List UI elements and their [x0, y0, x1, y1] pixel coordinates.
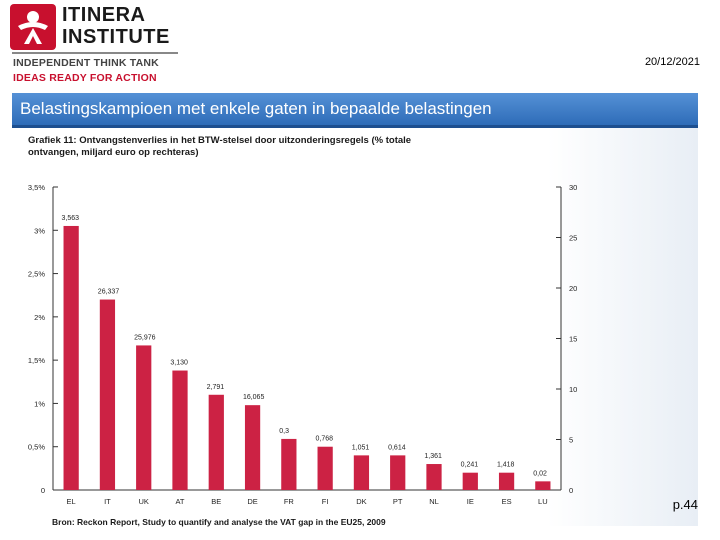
- x-tick-label: LU: [538, 497, 548, 506]
- bar-data-label: 1,361: [424, 453, 442, 460]
- y-tick-label: 3,5%: [28, 183, 45, 192]
- x-tick-label: IT: [104, 497, 111, 506]
- y2-tick-label: 25: [569, 234, 577, 243]
- x-tick-label: FI: [322, 497, 329, 506]
- logo-emblem-icon: [10, 4, 56, 50]
- y2-tick-label: 15: [569, 335, 577, 344]
- bar: [498, 472, 515, 490]
- bar: [353, 455, 370, 490]
- y2-tick-label: 0: [569, 486, 573, 495]
- bar-data-label: 26,337: [98, 289, 120, 296]
- x-tick-label: EL: [67, 497, 76, 506]
- bar: [535, 481, 551, 490]
- bar-data-label: 25,976: [134, 334, 156, 341]
- logo-slogan: IDEAS READY FOR ACTION: [13, 72, 157, 84]
- bar: [462, 472, 478, 490]
- y2-tick-label: 30: [569, 183, 577, 192]
- x-tick-label: PT: [393, 497, 403, 506]
- y2-tick-label: 5: [569, 436, 573, 445]
- bar-data-label: 16,065: [243, 394, 265, 401]
- logo-tagline: INDEPENDENT THINK TANK: [13, 57, 159, 69]
- logo-wordmark-line1: ITINERA: [62, 4, 146, 26]
- logo-wordmark-line2: INSTITUTE: [62, 26, 170, 48]
- x-tick-label: FR: [284, 497, 295, 506]
- bar-data-label: 1,418: [497, 462, 515, 469]
- slide-title: Belastingskampioen met enkele gaten in b…: [20, 99, 492, 118]
- y-tick-label: 0: [41, 486, 45, 495]
- bar-data-label: 0,3: [279, 428, 289, 435]
- x-tick-label: IE: [467, 497, 474, 506]
- y-tick-label: 0,5%: [28, 443, 45, 452]
- bar-data-label: 3,130: [170, 360, 188, 367]
- chart-title: Grafiek 11: Ontvangstenverlies in het BT…: [28, 135, 412, 158]
- bar: [172, 370, 188, 490]
- bar-data-label: 3,563: [62, 215, 80, 222]
- x-tick-label: BE: [211, 497, 221, 506]
- y-tick-label: 1,5%: [28, 356, 45, 365]
- bar: [99, 299, 116, 490]
- itinera-logo: ITINERA INSTITUTE INDEPENDENT THINK TANK…: [10, 4, 180, 84]
- y2-tick-label: 10: [569, 385, 577, 394]
- bar: [281, 438, 297, 490]
- bar: [317, 446, 333, 490]
- x-tick-label: ES: [502, 497, 512, 506]
- bar-data-label: 1,051: [352, 444, 370, 451]
- y2-tick-label: 20: [569, 284, 577, 293]
- bar: [136, 345, 152, 490]
- slide-date: 20/12/2021: [644, 56, 700, 68]
- y-tick-label: 3%: [34, 226, 45, 235]
- bar: [244, 405, 261, 490]
- y-tick-label: 1%: [34, 399, 45, 408]
- bar-data-label: 2,791: [207, 384, 225, 391]
- bar-data-label: 0,241: [461, 462, 479, 469]
- bar: [390, 455, 406, 490]
- bar-data-label: 0,768: [316, 436, 334, 443]
- bar-data-label: 0,02: [533, 470, 547, 477]
- x-tick-label: UK: [139, 497, 149, 506]
- page-number: p.44: [672, 497, 698, 512]
- bar-data-label: 0,614: [388, 444, 406, 451]
- y-tick-label: 2%: [34, 313, 45, 322]
- slide-title-bar: Belastingskampioen met enkele gaten in b…: [12, 93, 698, 128]
- y-tick-label: 2,5%: [28, 270, 45, 279]
- bar: [426, 464, 442, 490]
- x-tick-label: DE: [247, 497, 257, 506]
- bar: [208, 394, 224, 490]
- plot-area: [53, 187, 561, 490]
- logo-divider: [12, 52, 178, 54]
- x-tick-label: DK: [356, 497, 366, 506]
- chart-source: Bron: Reckon Report, Study to quantify a…: [52, 517, 386, 527]
- x-tick-label: AT: [175, 497, 184, 506]
- x-tick-label: NL: [429, 497, 439, 506]
- bar: [63, 225, 79, 490]
